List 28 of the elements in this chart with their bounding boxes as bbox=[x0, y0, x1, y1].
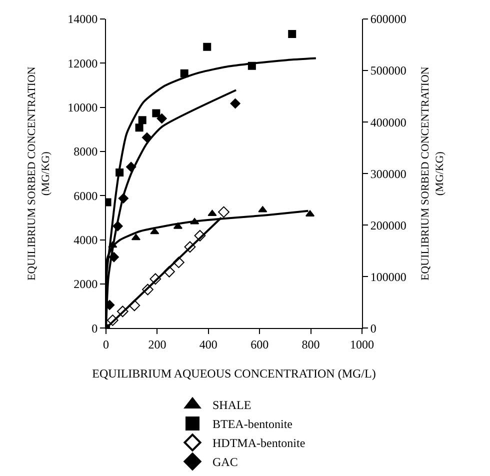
y-tick-label: 0 bbox=[92, 321, 98, 336]
y2-tick-label: 0 bbox=[370, 321, 376, 336]
y2-tick-label: 400000 bbox=[370, 115, 406, 130]
y2-tick-label: 200000 bbox=[370, 218, 406, 232]
legend-label: SHALE bbox=[212, 398, 252, 412]
y-tick-label: 8000 bbox=[74, 144, 98, 159]
x-tick-label: 600 bbox=[250, 338, 269, 352]
legend-label: BTEA-bentonite bbox=[212, 417, 292, 432]
y2-axis-title: EQUILIBRIUM SORBED CONCENTRATION (MG/KG) bbox=[420, 66, 446, 281]
y2-tick-label: 500000 bbox=[370, 64, 406, 78]
y-tick-label: 14000 bbox=[68, 12, 98, 26]
y2-tick-label: 300000 bbox=[370, 166, 406, 181]
y-tick-label: 2000 bbox=[74, 277, 98, 292]
x-tick-label: 1000 bbox=[350, 338, 374, 352]
y-tick-label: 10000 bbox=[68, 100, 98, 115]
y-tick-label: 6000 bbox=[74, 188, 98, 203]
x-tick-label: 400 bbox=[199, 338, 218, 352]
x-tick-label: 800 bbox=[302, 338, 320, 352]
legend-label: HDTMA-bentonite bbox=[212, 436, 306, 450]
y-axis-title: EQUILIBRIUM SORBED CONCENTRATION (MG/KG) bbox=[26, 66, 52, 281]
x-tick-label: 0 bbox=[103, 338, 109, 352]
y2-tick-label: 100000 bbox=[370, 270, 406, 284]
x-tick-label: 200 bbox=[148, 338, 166, 352]
y-tick-label: 12000 bbox=[68, 56, 98, 70]
y2-tick-label: 600000 bbox=[370, 12, 406, 26]
legend-label: GAC bbox=[212, 455, 238, 470]
x-axis-title: EQUILIBRIUM AQUEOUS CONCENTRATION (MG/L) bbox=[92, 366, 376, 380]
y-tick-label: 4000 bbox=[74, 233, 98, 248]
